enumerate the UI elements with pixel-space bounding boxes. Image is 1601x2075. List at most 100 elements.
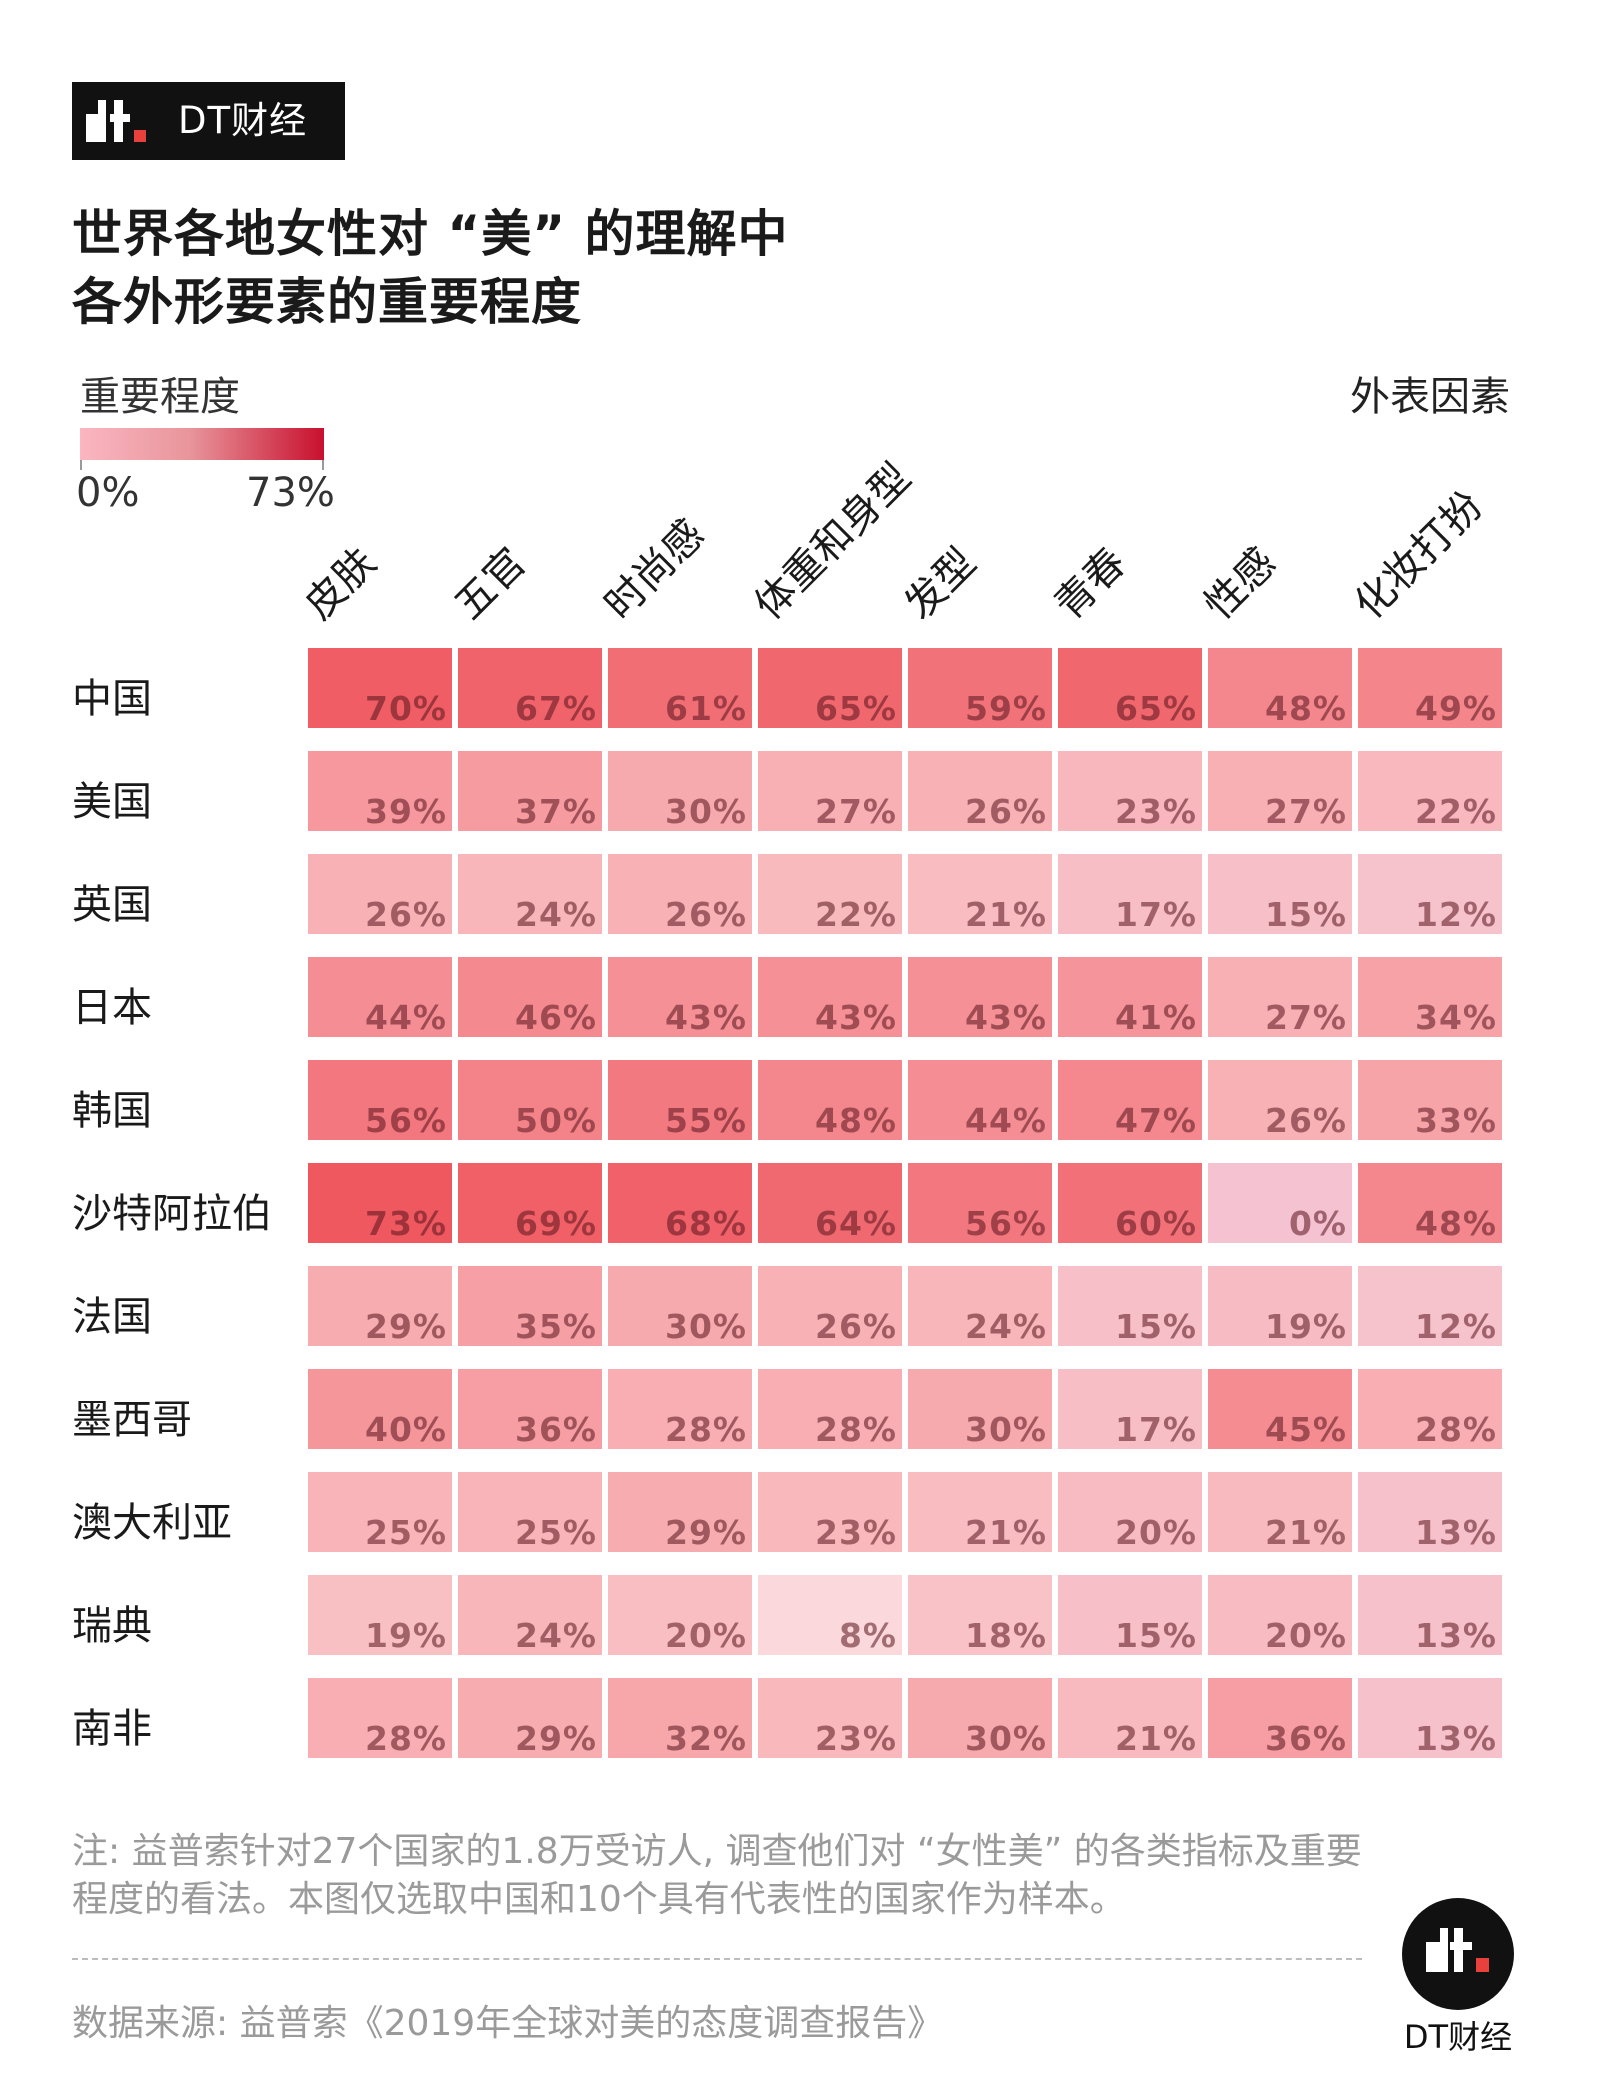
cell-value-label: 30%	[965, 1410, 1047, 1449]
heatmap-cell: 44%	[308, 957, 452, 1037]
row-label: 法国	[72, 1294, 152, 1340]
heatmap-cell: 36%	[458, 1369, 602, 1449]
cell-value-label: 26%	[815, 1307, 897, 1346]
cell-value-label: 21%	[965, 895, 1047, 934]
heatmap-cell: 48%	[1208, 648, 1352, 728]
cell-value-label: 20%	[1115, 1513, 1197, 1552]
heatmap-cell: 17%	[1058, 1369, 1202, 1449]
heatmap-cell: 19%	[1208, 1266, 1352, 1346]
heatmap-cell: 65%	[758, 648, 902, 728]
heatmap-cell: 28%	[758, 1369, 902, 1449]
heatmap-cell: 15%	[1208, 854, 1352, 934]
heatmap-cell: 28%	[1358, 1369, 1502, 1449]
heatmap-cell: 21%	[908, 1472, 1052, 1552]
heatmap-cell: 48%	[1358, 1163, 1502, 1243]
cell-value-label: 22%	[1415, 792, 1497, 831]
cell-value-label: 23%	[815, 1719, 897, 1758]
heatmap-cell: 26%	[308, 854, 452, 934]
cell-value-label: 15%	[1265, 895, 1347, 934]
heatmap-cell: 27%	[758, 751, 902, 831]
cell-value-label: 28%	[815, 1410, 897, 1449]
heatmap-cell: 25%	[458, 1472, 602, 1552]
heatmap-cell: 36%	[1208, 1678, 1352, 1758]
legend-label: 重要程度	[80, 374, 240, 420]
cell-value-label: 67%	[515, 689, 597, 728]
column-header: 性感	[1196, 539, 1286, 629]
cell-value-label: 25%	[365, 1513, 447, 1552]
heatmap-cell: 43%	[608, 957, 752, 1037]
cell-value-label: 21%	[1115, 1719, 1197, 1758]
cell-value-label: 12%	[1415, 1307, 1497, 1346]
divider	[72, 1958, 1362, 1960]
cell-value-label: 24%	[965, 1307, 1047, 1346]
cell-value-label: 19%	[1265, 1307, 1347, 1346]
cell-value-label: 15%	[1115, 1616, 1197, 1655]
heatmap-cell: 24%	[458, 854, 602, 934]
cell-value-label: 23%	[1115, 792, 1197, 831]
heatmap-cell: 13%	[1358, 1472, 1502, 1552]
cell-value-label: 64%	[815, 1204, 897, 1243]
cell-value-label: 35%	[515, 1307, 597, 1346]
heatmap-cell: 21%	[1208, 1472, 1352, 1552]
heatmap-cell: 59%	[908, 648, 1052, 728]
column-header: 化妆打扮	[1346, 482, 1492, 629]
cell-value-label: 28%	[1415, 1410, 1497, 1449]
heatmap-cell: 33%	[1358, 1060, 1502, 1140]
heatmap-cell: 13%	[1358, 1678, 1502, 1758]
heatmap-cell: 28%	[608, 1369, 752, 1449]
cell-value-label: 23%	[815, 1513, 897, 1552]
heatmap-cell: 29%	[308, 1266, 452, 1346]
chart-title-line2: 各外形要素的重要程度	[72, 273, 582, 331]
cell-value-label: 70%	[365, 689, 447, 728]
heatmap-cell: 30%	[608, 751, 752, 831]
cell-value-label: 20%	[1265, 1616, 1347, 1655]
heatmap-cell: 46%	[458, 957, 602, 1037]
cell-value-label: 15%	[1115, 1307, 1197, 1346]
heatmap-cell: 12%	[1358, 854, 1502, 934]
cell-value-label: 12%	[1415, 895, 1497, 934]
cell-value-label: 19%	[365, 1616, 447, 1655]
factor-group-label: 外表因素	[1350, 374, 1510, 420]
heatmap-cell: 64%	[758, 1163, 902, 1243]
cell-value-label: 37%	[515, 792, 597, 831]
cell-value-label: 48%	[1265, 689, 1347, 728]
cell-value-label: 46%	[515, 998, 597, 1037]
row-label: 英国	[72, 882, 152, 928]
cell-value-label: 73%	[365, 1204, 447, 1243]
cell-value-label: 29%	[515, 1719, 597, 1758]
heatmap-cell: 68%	[608, 1163, 752, 1243]
heatmap-cell: 26%	[908, 751, 1052, 831]
cell-value-label: 44%	[365, 998, 447, 1037]
heatmap-cell: 26%	[608, 854, 752, 934]
cell-value-label: 20%	[665, 1616, 747, 1655]
heatmap-cell: 24%	[908, 1266, 1052, 1346]
cell-value-label: 26%	[965, 792, 1047, 831]
heatmap-cell: 23%	[758, 1678, 902, 1758]
heatmap-cell: 15%	[1058, 1266, 1202, 1346]
heatmap-cell: 20%	[1058, 1472, 1202, 1552]
heatmap-cell: 29%	[458, 1678, 602, 1758]
row-label: 韩国	[72, 1088, 152, 1134]
heatmap-cell: 35%	[458, 1266, 602, 1346]
cell-value-label: 50%	[515, 1101, 597, 1140]
heatmap-cell: 15%	[1058, 1575, 1202, 1655]
chart-title: 世界各地女性对 “美” 的理解中 各外形要素的重要程度	[72, 200, 789, 336]
heatmap-cell: 50%	[458, 1060, 602, 1140]
cell-value-label: 41%	[1115, 998, 1197, 1037]
cell-value-label: 29%	[665, 1513, 747, 1552]
heatmap-cell: 21%	[1058, 1678, 1202, 1758]
row-label: 澳大利亚	[72, 1500, 232, 1546]
row-label: 日本	[72, 985, 152, 1031]
heatmap-cell: 29%	[608, 1472, 752, 1552]
row-label: 美国	[72, 779, 152, 825]
cell-value-label: 33%	[1415, 1101, 1497, 1140]
cell-value-label: 36%	[1265, 1719, 1347, 1758]
cell-value-label: 18%	[965, 1616, 1047, 1655]
cell-value-label: 0%	[1288, 1204, 1347, 1243]
cell-value-label: 43%	[815, 998, 897, 1037]
cell-value-label: 61%	[665, 689, 747, 728]
heatmap-cell: 23%	[1058, 751, 1202, 831]
cell-value-label: 47%	[1115, 1101, 1197, 1140]
heatmap-cell: 48%	[758, 1060, 902, 1140]
cell-value-label: 34%	[1415, 998, 1497, 1037]
